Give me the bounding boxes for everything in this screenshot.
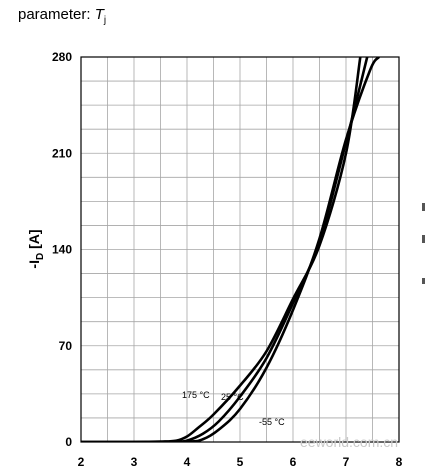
parameter-symbol: T (94, 6, 104, 23)
y-axis-label-unit: [A] (26, 229, 42, 252)
watermark: eeworld.com.cn (300, 434, 399, 450)
y-axis-label-main: -I (26, 260, 42, 269)
curve-label-minus55c: -55 °C (259, 417, 285, 427)
parameter-label: parameter: Tj (18, 6, 106, 26)
curve-labels: 175 °C 25 °C -55 °C (182, 390, 285, 427)
x-tick-label: 5 (237, 455, 244, 469)
y-tick-label: 70 (59, 339, 73, 353)
x-tick-label: 6 (290, 455, 297, 469)
curves (81, 57, 380, 442)
edge-mark (422, 278, 425, 284)
x-tick-label: 2 (78, 455, 85, 469)
y-tick-label: 0 (65, 435, 72, 449)
edge-mark (422, 203, 425, 211)
x-axis-ticks: 2 3 4 5 6 7 8 (78, 455, 403, 469)
curve-label-175c: 175 °C (182, 390, 210, 400)
x-tick-label: 7 (343, 455, 350, 469)
x-tick-label: 8 (396, 455, 403, 469)
x-tick-label: 3 (131, 455, 138, 469)
y-tick-label: 210 (52, 146, 72, 160)
y-axis-ticks: 0 70 140 210 280 (52, 50, 72, 449)
y-axis-label-sub: D (35, 253, 46, 260)
y-tick-label: 140 (52, 243, 72, 257)
curve-minus55c (81, 57, 380, 442)
plot-frame (80, 56, 400, 443)
parameter-prefix: parameter: (18, 6, 91, 23)
y-axis-label: -ID [A] (26, 229, 46, 268)
parameter-subscript: j (103, 15, 107, 26)
y-tick-label: 280 (52, 50, 72, 64)
grid (81, 57, 399, 442)
x-tick-label: 4 (184, 455, 191, 469)
curve-label-25c: 25 °C (221, 392, 244, 402)
edge-mark (422, 235, 425, 243)
